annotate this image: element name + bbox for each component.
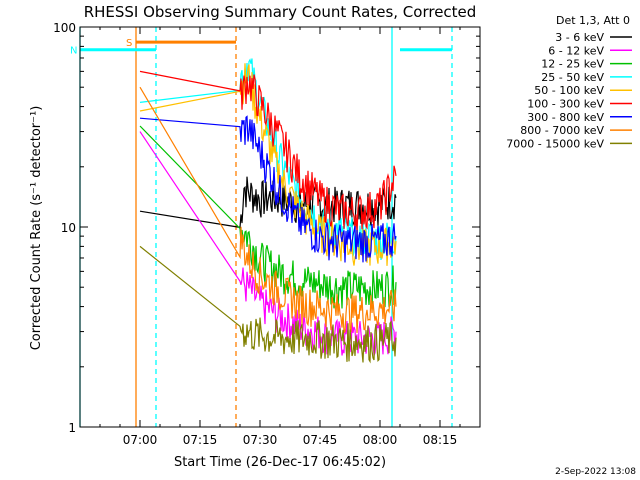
series-line-4 bbox=[139, 63, 397, 266]
legend-label-6: 300 - 800 keV bbox=[527, 111, 604, 124]
x-tick-label-2: 07:30 bbox=[243, 433, 278, 447]
series-line-2 bbox=[139, 125, 397, 310]
x-tick-label-0: 07:00 bbox=[123, 433, 158, 447]
x-tick-label-3: 07:45 bbox=[303, 433, 338, 447]
series-line-6 bbox=[139, 115, 397, 263]
marker-label-0: S bbox=[126, 38, 132, 49]
series-line-5 bbox=[139, 70, 397, 233]
plot-content: SN bbox=[70, 27, 453, 427]
axes: 07:00 07:15 07:30 07:45 08:00 08:15 1 10 100 bbox=[53, 21, 481, 447]
series-line-8 bbox=[139, 245, 397, 364]
marker-label-1: N bbox=[70, 46, 77, 57]
series-line-7 bbox=[139, 86, 397, 334]
legend-label-8: 7000 - 15000 keV bbox=[506, 137, 604, 150]
legend-label-5: 100 - 300 keV bbox=[527, 98, 604, 111]
footer-date: 2-Sep-2022 13:08 bbox=[555, 467, 636, 477]
plot-frame bbox=[79, 26, 481, 428]
y-tick-label-0: 1 bbox=[68, 421, 76, 435]
legend-label-1: 6 - 12 keV bbox=[548, 44, 604, 57]
x-tick-label-5: 08:15 bbox=[423, 433, 458, 447]
legend-label-4: 50 - 100 keV bbox=[534, 84, 604, 97]
legend-label-7: 800 - 7000 keV bbox=[520, 124, 604, 137]
legend-title: Det 1,3, Att 0 bbox=[556, 14, 630, 27]
x-tick-label-4: 08:00 bbox=[363, 433, 398, 447]
x-tick-label-1: 07:15 bbox=[183, 433, 218, 447]
y-axis-label: Corrected Count Rate (s⁻¹ detector⁻¹) bbox=[29, 106, 44, 351]
y-tick-label-2: 100 bbox=[53, 21, 76, 35]
y-tick-label-1: 10 bbox=[61, 221, 76, 235]
legend-label-3: 25 - 50 keV bbox=[541, 71, 604, 84]
x-axis-label: Start Time (26-Dec-17 06:45:02) bbox=[174, 455, 386, 470]
legend-label-2: 12 - 25 keV bbox=[541, 58, 604, 71]
legend-label-0: 3 - 6 keV bbox=[555, 31, 604, 44]
chart-title: RHESSI Observing Summary Count Rates, Co… bbox=[84, 3, 477, 21]
